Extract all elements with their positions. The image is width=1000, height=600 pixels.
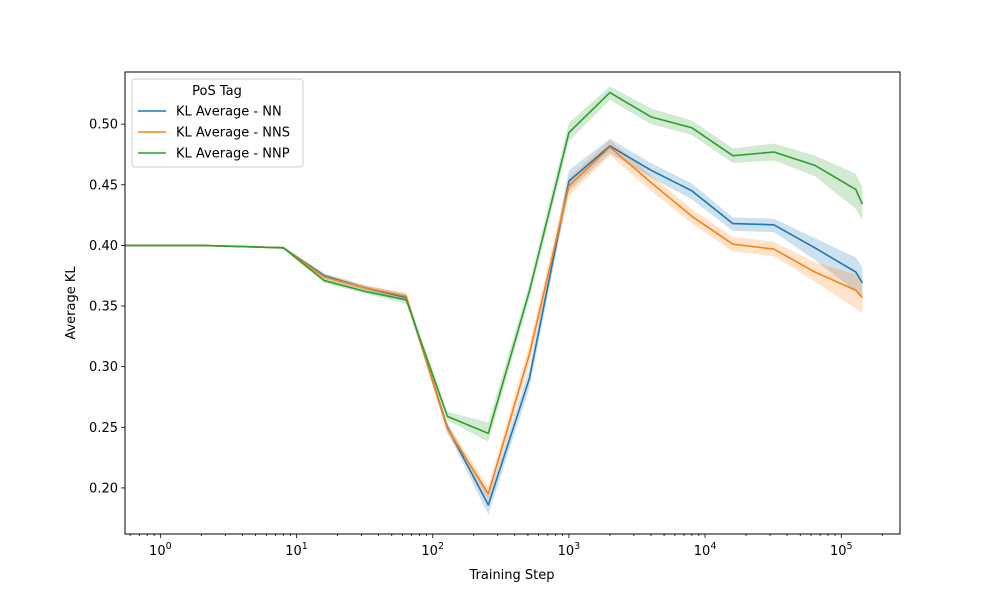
plot-frame (124, 71, 901, 535)
x-axis: 100 101 102 103 104 105 (129, 534, 883, 559)
legend-title: PoS Tag (192, 84, 242, 99)
x-tick-label: 101 (285, 541, 308, 559)
legend-label-3: KL Average - NNP (176, 147, 290, 162)
legend-label-1: KL Average - NN (176, 105, 282, 120)
y-axis: 0.20 0.25 0.30 0.35 0.40 0.45 0.50 (89, 118, 125, 496)
series-line-3 (125, 91, 864, 435)
y-tick-label: 0.45 (89, 178, 118, 193)
legend-label-2: KL Average - NNS (176, 126, 290, 141)
y-tick-label: 0.30 (89, 360, 118, 375)
x-axis-label: Training Step (468, 568, 554, 583)
y-tick-label: 0.25 (89, 421, 118, 436)
x-tick-label: 105 (830, 541, 853, 559)
series-lines (125, 91, 864, 506)
x-tick-label: 103 (558, 541, 581, 559)
legend-entries: KL Average - NN KL Average - NNS KL Averag… (138, 105, 290, 162)
y-axis-label: Average KL (64, 266, 79, 340)
x-tick-label: 100 (149, 541, 172, 559)
x-tick-label: 102 (421, 541, 444, 559)
y-tick-label: 0.20 (89, 481, 118, 496)
y-tick-label: 0.50 (89, 118, 118, 133)
y-tick-label: 0.40 (89, 239, 118, 254)
y-tick-label: 0.35 (89, 300, 118, 315)
legend-box (131, 78, 304, 168)
x-tick-label: 104 (694, 541, 717, 559)
